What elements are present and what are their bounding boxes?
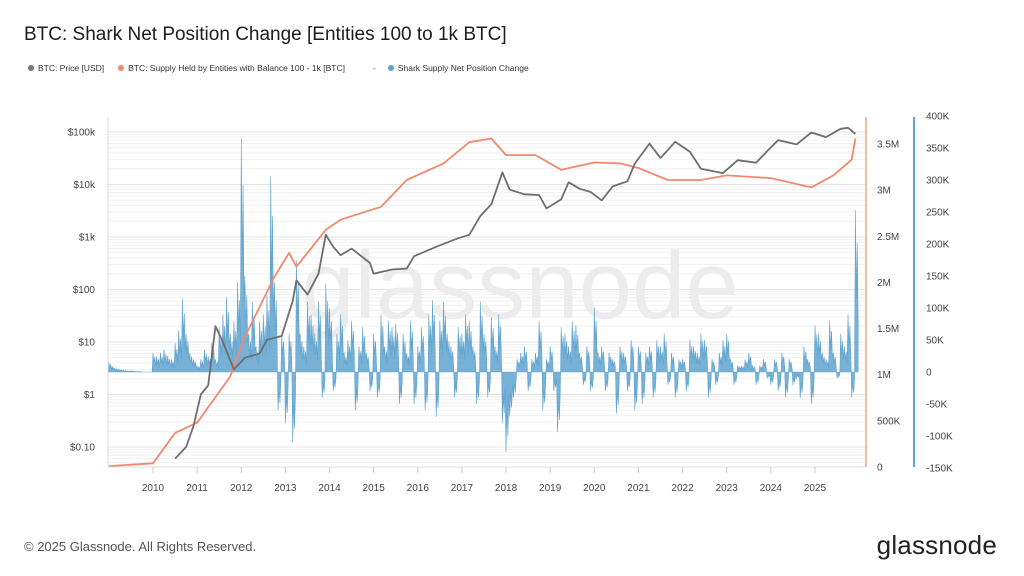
price-series	[174, 126, 856, 460]
net-position-series	[108, 138, 859, 453]
axes: $0.10 $1 $10 $100 $1k $10k $100k 0 500K 1M 1.5M 2M 2…	[68, 112, 953, 495]
supply-axis-tick-label: 500K	[877, 416, 901, 427]
net-position-axis-tick-label: 300K	[926, 176, 950, 187]
supply-line	[108, 137, 857, 467]
supply-axis-tick-label: 0	[877, 463, 883, 474]
net-position-axis-tick-label: -100K	[926, 432, 953, 443]
glassnode-logo: glassnode	[876, 530, 997, 560]
supply-axis-tick-label: 2M	[877, 278, 891, 289]
x-axis-tick-label: 2024	[760, 483, 783, 494]
supply-axis-tick-label: 2.5M	[877, 232, 899, 243]
x-axis-tick-label: 2018	[495, 483, 518, 494]
supply-axis-tick-label: 1M	[877, 370, 891, 381]
net-position-axis-tick-label: -150K	[926, 464, 953, 475]
x-axis-tick-label: 2021	[627, 483, 650, 494]
grid-lines	[108, 131, 865, 464]
supply-series	[108, 137, 857, 467]
net-position-axis-tick-label: 0	[926, 368, 932, 379]
x-axis-tick-label: 2020	[583, 483, 606, 494]
price-axis-tick-label: $1	[84, 390, 96, 401]
legend-dot-icon	[387, 65, 394, 71]
x-axis-tick-label: 2015	[363, 483, 386, 494]
x-axis-tick-label: 2016	[407, 483, 430, 494]
net-position-axis-tick-label: 150K	[926, 272, 950, 283]
net-position-axis-tick-label: 200K	[926, 240, 950, 251]
legend-label: Shark Supply Net Position Change	[397, 63, 529, 73]
legend-separator: -	[372, 63, 376, 73]
price-line	[174, 126, 856, 460]
x-axis-tick-label: 2019	[539, 483, 562, 494]
x-axis-tick-label: 2010	[142, 483, 165, 494]
x-axis-tick-label: 2014	[318, 483, 341, 494]
net-position-axis-tick-label: -50K	[926, 400, 947, 411]
price-axis-tick-label: $10k	[73, 180, 96, 191]
legend-label: BTC: Supply Held by Entities with Balanc…	[128, 63, 345, 73]
net-position-axis-tick-label: 50K	[926, 336, 944, 347]
x-axis-tick-label: 2013	[274, 483, 297, 494]
net-position-area	[108, 138, 859, 453]
price-axis-tick-label: $10	[78, 338, 95, 349]
legend-dot-icon	[28, 65, 34, 71]
price-axis-tick-label: $1k	[79, 233, 96, 244]
x-axis-tick-label: 2025	[804, 483, 827, 494]
chart-title: BTC: Shark Net Position Change [Entities…	[24, 24, 507, 45]
x-axis-tick-label: 2017	[451, 483, 474, 494]
legend-dot-icon	[118, 65, 125, 71]
net-position-axis-tick-label: 100K	[926, 304, 950, 315]
net-position-axis-tick-label: 250K	[926, 208, 950, 219]
legend-item-price[interactable]: BTC: Price [USD]	[28, 63, 104, 73]
legend-label: BTC: Price [USD]	[38, 63, 105, 73]
x-axis-tick-label: 2012	[230, 483, 253, 494]
price-axis-tick-label: $100k	[68, 128, 96, 139]
net-position-axis-tick-label: 400K	[926, 112, 950, 123]
x-axis-tick-label: 2022	[671, 483, 694, 494]
legend: BTC: Price [USD] BTC: Supply Held by Ent…	[28, 63, 543, 73]
watermark: glassnode	[301, 232, 739, 339]
net-position-axis-tick-label: 350K	[926, 144, 950, 155]
supply-axis-tick-label: 3M	[877, 186, 891, 197]
legend-item-net-position[interactable]: - Shark Supply Net Position Change	[371, 63, 529, 73]
supply-axis-tick-label: 1.5M	[877, 324, 899, 335]
price-axis-tick-label: $0.10	[70, 443, 95, 454]
x-axis-tick-label: 2011	[186, 483, 208, 494]
copyright: © 2025 Glassnode. All Rights Reserved.	[24, 539, 257, 554]
supply-axis-tick-label: 3.5M	[877, 140, 899, 151]
price-axis-tick-label: $100	[73, 285, 96, 296]
legend-item-supply[interactable]: BTC: Supply Held by Entities with Balanc…	[118, 63, 345, 73]
x-axis-tick-label: 2023	[716, 483, 739, 494]
